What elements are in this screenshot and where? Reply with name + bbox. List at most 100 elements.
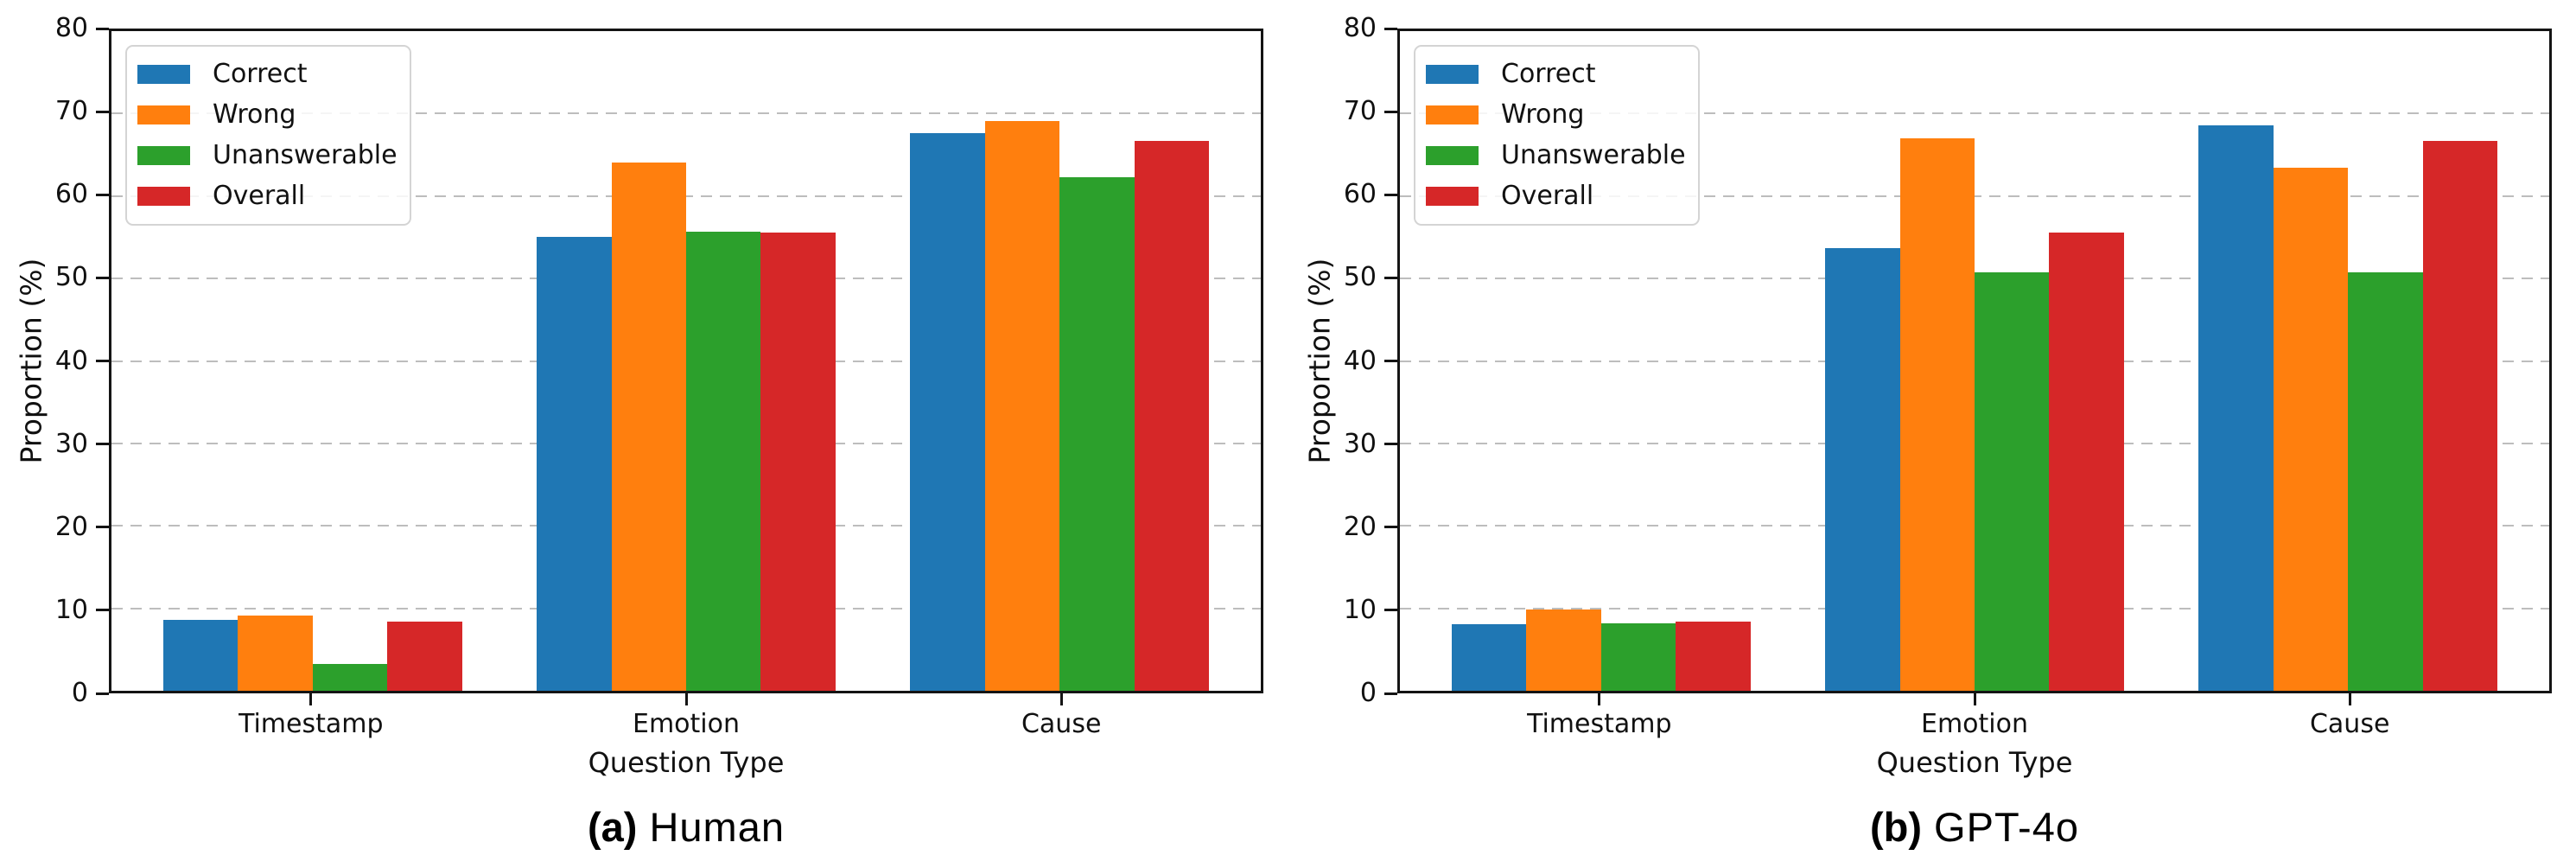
x-tick-mark-emotion — [1973, 693, 1976, 705]
caption-tag: (a) — [588, 804, 638, 850]
legend-label-wrong: Wrong — [213, 99, 296, 130]
y-tick-label-30: 30 — [1343, 428, 1377, 459]
legend-label-wrong: Wrong — [1501, 99, 1585, 130]
x-tick-mark-cause — [1059, 693, 1063, 705]
x-tick-mark-cause — [2348, 693, 2351, 705]
gridline-y-70 — [1400, 112, 2549, 115]
legend: Correct Wrong Unanswerable Overall — [125, 45, 411, 226]
bar-timestamp-unanswerable — [1600, 622, 1676, 691]
y-tick-label-60: 60 — [1343, 179, 1377, 210]
bar-timestamp-correct — [1451, 623, 1527, 691]
y-tick-label-50: 50 — [1343, 262, 1377, 293]
y-tick-mark-10 — [96, 609, 109, 612]
bar-emotion-unanswerable — [686, 231, 761, 691]
y-tick-mark-0 — [1384, 692, 1397, 695]
y-tick-mark-50 — [96, 276, 109, 279]
x-tick-mark-timestamp — [309, 693, 313, 705]
y-tick-label-0: 0 — [1359, 678, 1377, 708]
legend-row-wrong: Wrong — [1426, 100, 1689, 130]
legend-label-correct: Correct — [1501, 59, 1596, 89]
caption-text: Human — [649, 804, 785, 850]
y-tick-label-0: 0 — [71, 678, 88, 708]
y-tick-label-20: 20 — [54, 511, 88, 542]
caption-gpt4o: (b) GPT-4o — [1397, 803, 2552, 852]
bar-cause-correct — [2198, 124, 2274, 691]
y-tick-mark-30 — [1384, 443, 1397, 446]
y-tick-label-20: 20 — [1343, 511, 1377, 542]
y-tick-mark-80 — [96, 27, 109, 30]
y-tick-mark-20 — [96, 526, 109, 529]
x-tick-label-emotion: Emotion — [1921, 709, 2028, 739]
legend-row-overall: Overall — [137, 182, 401, 211]
y-tick-mark-80 — [1384, 27, 1397, 30]
x-tick-label-timestamp: Timestamp — [239, 709, 384, 739]
legend-row-unanswerable: Unanswerable — [137, 141, 401, 170]
y-tick-label-70: 70 — [54, 96, 88, 127]
gridline-y-60 — [111, 195, 1261, 197]
legend-swatch-overall — [137, 187, 190, 206]
bar-cause-wrong — [2273, 168, 2349, 691]
y-tick-mark-70 — [1384, 110, 1397, 113]
caption-text: GPT-4o — [1934, 804, 2079, 850]
x-tick-mark-timestamp — [1598, 693, 1601, 705]
gridline-y-70 — [111, 112, 1261, 115]
bar-timestamp-overall — [1676, 621, 1751, 691]
x-axis-label: Question Type — [588, 746, 785, 779]
legend-swatch-correct — [1426, 65, 1479, 84]
legend-row-wrong: Wrong — [137, 100, 401, 130]
bar-emotion-wrong — [1899, 138, 1975, 691]
legend-row-unanswerable: Unanswerable — [1426, 141, 1689, 170]
legend-row-overall: Overall — [1426, 182, 1689, 211]
y-tick-label-70: 70 — [1343, 96, 1377, 127]
bar-emotion-overall — [2049, 232, 2124, 691]
y-tick-label-40: 40 — [1343, 345, 1377, 376]
bar-emotion-correct — [1825, 247, 1900, 691]
chart-panel-human: Proportion (%) Correct Wrong Unanswerable O… — [15, 13, 1263, 852]
legend-swatch-unanswerable — [137, 146, 190, 165]
bar-cause-correct — [910, 133, 985, 691]
plot-area-human: Correct Wrong Unanswerable Overall — [109, 29, 1263, 693]
caption-human: (a) Human — [109, 803, 1263, 852]
legend-label-overall: Overall — [1501, 181, 1594, 211]
x-tick-label-timestamp: Timestamp — [1527, 709, 1672, 739]
y-tick-label-50: 50 — [54, 262, 88, 293]
bar-cause-wrong — [984, 120, 1060, 691]
x-tick-mark-emotion — [684, 693, 688, 705]
y-tick-mark-20 — [1384, 526, 1397, 529]
bar-emotion-overall — [760, 232, 836, 691]
y-tick-label-30: 30 — [54, 428, 88, 459]
y-tick-mark-40 — [96, 360, 109, 362]
bar-emotion-unanswerable — [1975, 272, 2050, 691]
bar-cause-overall — [2422, 140, 2498, 691]
y-tick-mark-60 — [1384, 193, 1397, 196]
legend-swatch-wrong — [137, 105, 190, 124]
y-tick-mark-30 — [96, 443, 109, 446]
legend-swatch-wrong — [1426, 105, 1479, 124]
y-tick-mark-10 — [1384, 609, 1397, 612]
legend-swatch-overall — [1426, 187, 1479, 206]
x-tick-label-cause: Cause — [1021, 709, 1102, 739]
bar-timestamp-overall — [387, 621, 462, 691]
legend-label-unanswerable: Unanswerable — [1501, 140, 1686, 170]
bar-cause-unanswerable — [1059, 176, 1135, 691]
legend-swatch-unanswerable — [1426, 146, 1479, 165]
x-tick-label-cause: Cause — [2309, 709, 2390, 739]
legend-swatch-correct — [137, 65, 190, 84]
y-tick-label-10: 10 — [1343, 594, 1377, 625]
y-tick-label-60: 60 — [54, 179, 88, 210]
legend-row-correct: Correct — [137, 60, 401, 89]
x-tick-label-emotion: Emotion — [633, 709, 740, 739]
y-tick-mark-60 — [96, 193, 109, 196]
bar-cause-overall — [1134, 140, 1210, 691]
y-tick-mark-40 — [1384, 360, 1397, 362]
bar-timestamp-wrong — [1526, 609, 1601, 691]
legend-label-unanswerable: Unanswerable — [213, 140, 398, 170]
bar-timestamp-wrong — [238, 616, 313, 691]
bar-emotion-correct — [537, 237, 612, 691]
legend-label-correct: Correct — [213, 59, 308, 89]
gridline-y-60 — [1400, 195, 2549, 197]
y-tick-mark-50 — [1384, 276, 1397, 279]
y-tick-label-10: 10 — [54, 594, 88, 625]
legend-label-overall: Overall — [213, 181, 306, 211]
legend: Correct Wrong Unanswerable Overall — [1414, 45, 1700, 226]
